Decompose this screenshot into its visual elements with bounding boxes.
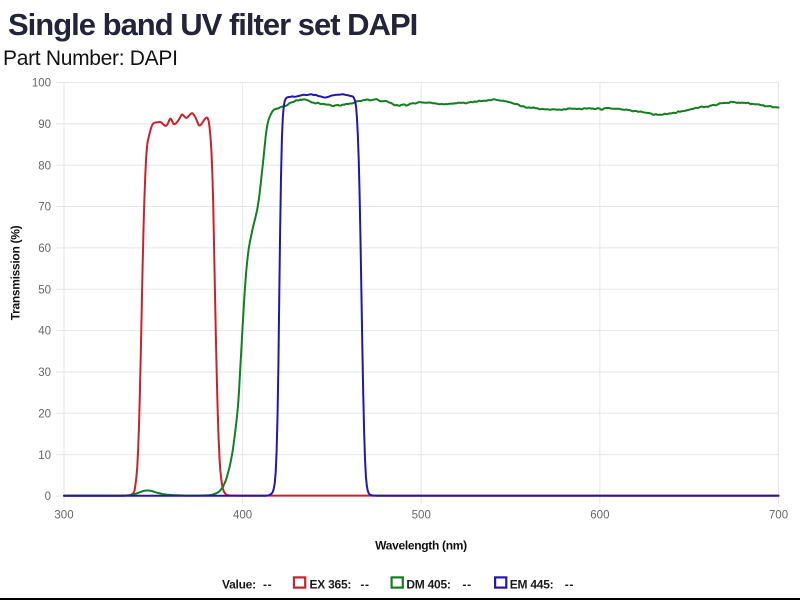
svg-text:700: 700 <box>769 509 788 521</box>
svg-text:90: 90 <box>38 119 51 131</box>
svg-text:--: -- <box>565 577 574 591</box>
svg-text:Wavelength (nm): Wavelength (nm) <box>375 539 467 553</box>
svg-text:--: -- <box>263 577 272 591</box>
svg-text:0: 0 <box>45 491 51 503</box>
svg-text:50: 50 <box>38 284 51 296</box>
svg-text:--: -- <box>463 577 472 591</box>
svg-text:500: 500 <box>412 509 431 521</box>
svg-text:EM 445:: EM 445: <box>510 577 554 591</box>
svg-text:600: 600 <box>590 509 609 521</box>
svg-text:Value:: Value: <box>222 577 256 591</box>
svg-text:100: 100 <box>32 78 51 90</box>
svg-text:70: 70 <box>38 202 51 214</box>
svg-text:40: 40 <box>38 326 51 338</box>
svg-text:--: -- <box>360 577 369 591</box>
svg-text:80: 80 <box>38 160 51 172</box>
svg-text:Transmission (%): Transmission (%) <box>9 225 23 320</box>
svg-text:20: 20 <box>38 408 51 420</box>
svg-text:300: 300 <box>54 509 73 521</box>
svg-text:400: 400 <box>233 509 252 521</box>
svg-text:10: 10 <box>38 450 51 462</box>
svg-text:EX 365:: EX 365: <box>310 577 352 591</box>
svg-text:60: 60 <box>38 243 51 255</box>
svg-text:DM 405:: DM 405: <box>406 577 450 591</box>
svg-text:30: 30 <box>38 367 51 379</box>
